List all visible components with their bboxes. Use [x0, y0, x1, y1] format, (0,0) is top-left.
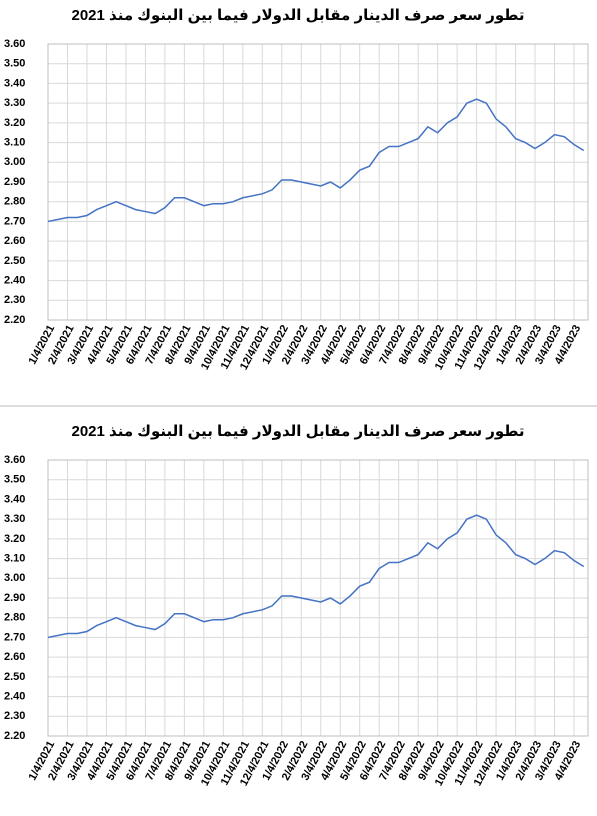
y-tick-label: 3.50: [4, 58, 25, 70]
y-tick-label: 3.20: [4, 117, 25, 129]
y-tick-label: 3.60: [4, 454, 25, 466]
y-tick-label: 3.50: [4, 474, 25, 486]
series-line: [47, 514, 585, 639]
y-tick-label: 3.10: [4, 136, 25, 148]
series-line: [47, 98, 585, 223]
y-tick-label: 2.70: [4, 215, 25, 227]
y-tick-label: 2.60: [4, 651, 25, 663]
y-tick-label: 2.70: [4, 631, 25, 643]
y-tick-label: 3.30: [4, 97, 25, 109]
y-tick-label: 2.20: [4, 314, 25, 326]
y-tick-label: 2.80: [4, 612, 25, 624]
y-tick-label: 3.00: [4, 572, 25, 584]
plot-border: [47, 459, 589, 737]
chart-title: تطور سعر صرف الدينار مقابل الدولار فيما …: [71, 7, 524, 24]
y-tick-label: 2.20: [4, 730, 25, 742]
y-tick-label: 2.80: [4, 196, 25, 208]
y-tick-label: 3.40: [4, 493, 25, 505]
y-tick-label: 2.60: [4, 235, 25, 247]
y-tick-label: 2.90: [4, 592, 25, 604]
y-tick-label: 2.90: [4, 176, 25, 188]
y-tick-label: 3.30: [4, 513, 25, 525]
y-tick-label: 2.40: [4, 274, 25, 286]
y-tick-label: 2.30: [4, 294, 25, 306]
y-tick-label: 3.20: [4, 533, 25, 545]
plot-border: [47, 43, 589, 321]
y-tick-label: 3.10: [4, 552, 25, 564]
y-tick-label: 3.40: [4, 77, 25, 89]
y-tick-label: 2.30: [4, 710, 25, 722]
y-tick-label: 3.60: [4, 38, 25, 50]
y-tick-label: 2.50: [4, 671, 25, 683]
chart-title: تطور سعر صرف الدينار مقابل الدولار فيما …: [71, 423, 524, 440]
y-tick-label: 2.50: [4, 255, 25, 267]
y-tick-label: 3.00: [4, 156, 25, 168]
y-tick-label: 2.40: [4, 690, 25, 702]
